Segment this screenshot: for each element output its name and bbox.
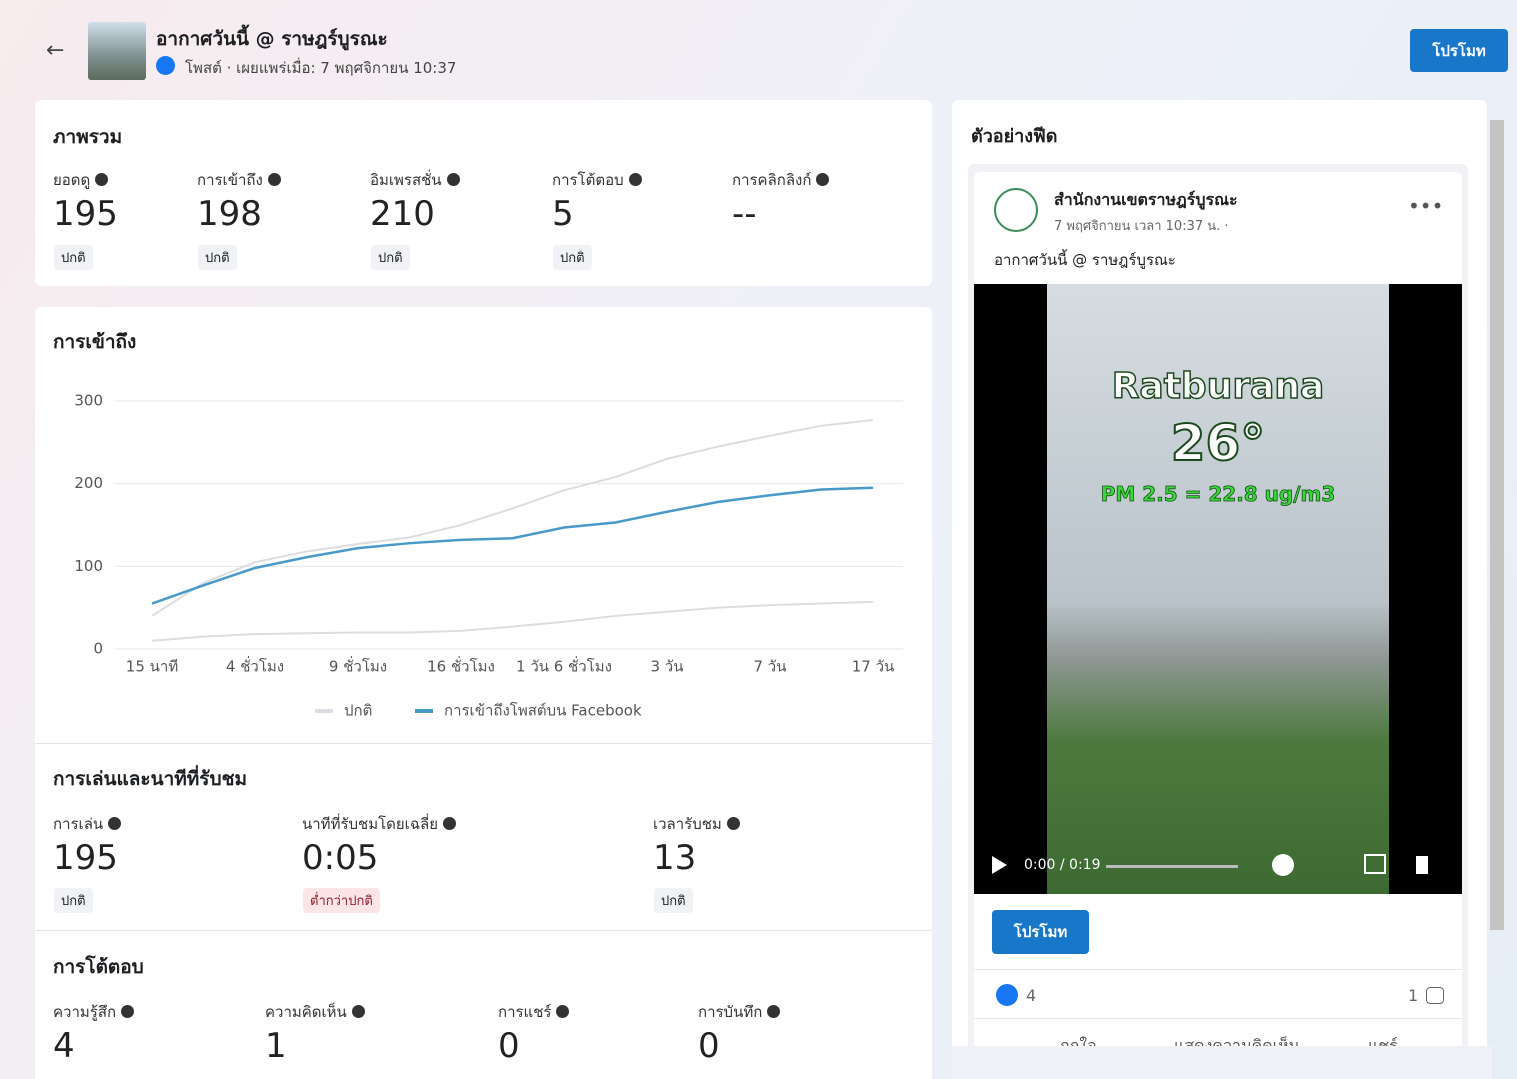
facebook-icon — [156, 56, 175, 75]
post-title: อากาศวันนี้ @ ราษฎร์บูรณะ — [156, 28, 388, 50]
page-name: สำนักงานเขตราษฎร์บูรณะ — [1054, 190, 1238, 209]
x-tick-label: 17 วัน — [852, 658, 895, 676]
metric-status: ปกติ — [654, 888, 693, 913]
y-tick-label: 200 — [74, 474, 103, 492]
series-line — [151, 600, 874, 642]
more-button[interactable]: ••• — [1408, 194, 1444, 218]
metric-value: 13 — [653, 838, 697, 878]
overview-card: ภาพรวม — [35, 100, 932, 286]
metric-label: การแชร์ — [498, 1000, 569, 1024]
reaction-count: 4 — [1026, 986, 1037, 1005]
x-tick-label: 4 ชั่วโมง — [226, 656, 284, 676]
section-title: การโต้ตอบ — [53, 956, 144, 978]
reach-card: การเข้าถึง 0 100 200 300 15 นาที 4 ชั่วโมง 9 ช… — [35, 307, 932, 1079]
x-tick-label: 1 วัน 6 ชั่วโมง — [516, 656, 612, 676]
divider — [35, 930, 932, 931]
post-caption: อากาศวันนี้ @ ราษฎร์บูรณะ — [994, 251, 1176, 269]
video-pm: PM 2.5 = 22.8 ug/m3 — [1100, 482, 1336, 507]
x-tick-label: 15 นาที — [126, 658, 178, 676]
metric-label: การเข้าถึง — [197, 168, 281, 192]
play-button[interactable] — [992, 856, 1007, 874]
post-thumbnail — [88, 22, 146, 80]
metric-label: การเล่น — [53, 812, 121, 836]
settings-button[interactable] — [1272, 854, 1294, 876]
metric-value: 1 — [265, 1026, 287, 1066]
metric-status: ต่ำกว่าปกติ — [303, 888, 380, 913]
metric-status: ปกติ — [371, 245, 410, 270]
video-frame — [1047, 284, 1389, 894]
comment-icon — [1426, 987, 1444, 1004]
x-tick-label: 7 วัน — [754, 658, 787, 676]
x-tick-label: 9 ชั่วโมง — [329, 656, 387, 676]
progress-bar[interactable] — [1106, 865, 1238, 868]
section-title: ภาพรวม — [53, 126, 123, 148]
clip-cover — [952, 1046, 1492, 1079]
like-icon — [996, 984, 1018, 1006]
video-place: Ratburana — [1111, 365, 1325, 408]
y-tick-label: 0 — [93, 640, 103, 658]
metric-status: ปกติ — [54, 888, 93, 913]
metric-label: นาทีที่รับชมโดยเฉลี่ย — [302, 812, 456, 836]
metric-value: 210 — [370, 194, 435, 234]
metric-value: -- — [732, 194, 757, 234]
metric-label: อิมเพรสชั่น — [370, 168, 460, 192]
metric-label: ยอดดู — [53, 168, 108, 192]
metric-label: การคลิกลิงก์ — [732, 168, 829, 192]
metric-label: ความคิดเห็น — [265, 1000, 365, 1024]
section-title: ตัวอย่างฟีด — [971, 126, 1058, 147]
x-tick-label: 16 ชั่วโมง — [427, 656, 495, 676]
metric-value: 0:05 — [302, 838, 379, 878]
feed-post: สำนักงานเขตราษฎร์บูรณะ 7 พฤศจิกายน เวลา … — [974, 172, 1462, 1079]
metric-label: เวลารับชม — [653, 812, 740, 836]
pip-button[interactable] — [1364, 854, 1386, 874]
metric-status: ปกติ — [198, 245, 237, 270]
y-tick-label: 300 — [74, 392, 103, 410]
metric-value: 195 — [53, 194, 118, 234]
metric-value: 4 — [53, 1026, 75, 1066]
metric-label: ความรู้สึก — [53, 1000, 134, 1024]
legend-label: การเข้าถึงโพสต์บน Facebook — [444, 702, 642, 720]
section-title: การเล่นและนาทีที่รับชม — [53, 768, 247, 790]
divider — [35, 743, 932, 744]
scrollbar[interactable] — [1490, 120, 1504, 930]
y-tick-label: 100 — [74, 557, 103, 575]
video-temp: 26° — [1170, 413, 1267, 473]
metric-value: 198 — [197, 194, 262, 234]
divider — [974, 969, 1462, 970]
preview-card: ตัวอย่างฟีด สำนักงานเขตราษฎร์บูรณะ 7 พฤศ… — [952, 100, 1487, 1079]
promote-button[interactable]: โปรโมท — [1410, 29, 1508, 72]
metric-status: ปกติ — [553, 245, 592, 270]
series-line — [151, 486, 874, 605]
video-player[interactable]: Ratburana 26° PM 2.5 = 22.8 ug/m3 0:00 /… — [974, 284, 1462, 894]
comment-count: 1 — [1408, 986, 1419, 1005]
metric-label: การบันทึก — [698, 1000, 780, 1024]
metric-value: 5 — [552, 194, 574, 234]
page-avatar — [994, 188, 1038, 232]
section-title: การเข้าถึง — [53, 331, 137, 353]
post-subtitle: โพสต์ · เผยแพร่เมื่อ: 7 พฤศจิกายน 10:37 — [185, 59, 457, 77]
series-line — [151, 419, 874, 617]
reach-chart: 0 100 200 300 15 นาที 4 ชั่วโมง 9 ชั่วโมง 16 ชั… — [74, 392, 903, 720]
divider — [974, 1018, 1462, 1019]
metric-value: 0 — [498, 1026, 520, 1066]
legend-label: ปกติ — [344, 702, 372, 720]
mute-button[interactable] — [1416, 856, 1428, 874]
metric-status: ปกติ — [54, 245, 93, 270]
metric-label: การโต้ตอบ — [552, 168, 642, 192]
back-button[interactable]: ← — [46, 38, 65, 63]
promote-button[interactable]: โปรโมท — [992, 910, 1089, 954]
video-time: 0:00 / 0:19 — [1024, 857, 1101, 873]
x-tick-label: 3 วัน — [651, 658, 684, 676]
metric-value: 195 — [53, 838, 118, 878]
metric-value: 0 — [698, 1026, 720, 1066]
post-time: 7 พฤศจิกายน เวลา 10:37 น. · — [1054, 219, 1229, 234]
